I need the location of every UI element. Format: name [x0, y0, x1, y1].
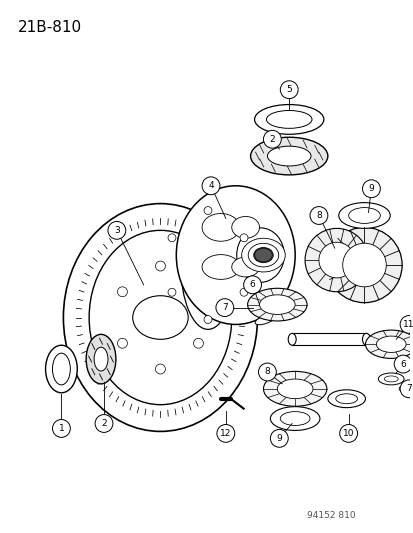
Ellipse shape [263, 372, 326, 406]
Circle shape [95, 415, 113, 432]
Ellipse shape [253, 247, 273, 263]
Ellipse shape [231, 257, 259, 277]
Circle shape [270, 430, 287, 447]
Ellipse shape [377, 373, 403, 385]
Circle shape [216, 424, 234, 442]
Circle shape [117, 287, 127, 297]
Ellipse shape [277, 379, 312, 399]
Ellipse shape [280, 411, 309, 425]
Circle shape [393, 355, 411, 373]
Text: 94152 810: 94152 810 [306, 511, 355, 520]
Ellipse shape [375, 336, 405, 352]
Ellipse shape [287, 333, 295, 345]
Text: 7: 7 [405, 384, 411, 393]
Ellipse shape [176, 186, 294, 325]
Circle shape [280, 81, 297, 99]
Circle shape [108, 221, 126, 239]
Circle shape [240, 288, 247, 296]
Circle shape [326, 228, 401, 303]
Ellipse shape [89, 230, 231, 405]
Ellipse shape [254, 104, 323, 134]
Circle shape [304, 228, 368, 292]
Text: 6: 6 [249, 280, 255, 289]
Circle shape [243, 276, 261, 294]
Ellipse shape [402, 387, 412, 391]
Text: 4: 4 [208, 181, 213, 190]
Ellipse shape [202, 214, 239, 241]
Text: 9: 9 [276, 434, 282, 443]
Circle shape [258, 363, 275, 381]
Text: 8: 8 [315, 211, 321, 220]
Circle shape [240, 234, 247, 242]
Circle shape [202, 177, 219, 195]
Ellipse shape [241, 238, 285, 272]
Circle shape [318, 242, 354, 278]
Circle shape [399, 380, 413, 398]
Text: 3: 3 [114, 226, 119, 235]
Ellipse shape [180, 200, 235, 329]
Circle shape [204, 207, 211, 214]
Ellipse shape [335, 394, 357, 403]
Ellipse shape [250, 137, 327, 175]
Text: 11: 11 [402, 320, 413, 329]
Circle shape [309, 207, 327, 224]
Text: 21B-810: 21B-810 [18, 20, 82, 35]
Ellipse shape [236, 228, 284, 282]
Ellipse shape [254, 248, 272, 262]
Circle shape [399, 316, 413, 333]
Ellipse shape [398, 385, 413, 393]
Ellipse shape [86, 334, 116, 384]
Ellipse shape [45, 345, 77, 393]
Ellipse shape [267, 146, 310, 166]
Ellipse shape [254, 314, 275, 325]
Circle shape [342, 243, 385, 287]
Ellipse shape [327, 390, 365, 408]
Text: 2: 2 [101, 419, 107, 428]
Text: 10: 10 [342, 429, 354, 438]
Ellipse shape [202, 255, 239, 279]
Text: 9: 9 [368, 184, 373, 193]
Circle shape [193, 338, 203, 348]
Ellipse shape [63, 204, 257, 431]
Circle shape [362, 180, 380, 198]
Text: 12: 12 [220, 429, 231, 438]
Ellipse shape [348, 207, 380, 223]
Ellipse shape [52, 353, 70, 385]
Text: 2: 2 [269, 135, 275, 144]
Circle shape [168, 234, 176, 242]
Circle shape [117, 338, 127, 348]
Circle shape [339, 424, 357, 442]
Ellipse shape [266, 110, 311, 128]
Text: 5: 5 [286, 85, 292, 94]
Ellipse shape [231, 216, 259, 238]
Ellipse shape [247, 288, 306, 321]
Ellipse shape [338, 203, 389, 228]
Ellipse shape [248, 244, 278, 267]
Text: 7: 7 [221, 303, 227, 312]
Circle shape [204, 316, 211, 324]
Circle shape [155, 364, 165, 374]
Ellipse shape [270, 407, 319, 431]
Ellipse shape [133, 296, 188, 340]
Text: 1: 1 [58, 424, 64, 433]
Text: 6: 6 [399, 360, 405, 368]
Circle shape [168, 288, 176, 296]
Circle shape [216, 298, 233, 317]
Ellipse shape [259, 295, 294, 314]
Ellipse shape [365, 330, 413, 358]
Ellipse shape [362, 333, 370, 345]
Circle shape [52, 419, 70, 438]
Ellipse shape [94, 347, 108, 371]
Text: 8: 8 [264, 367, 270, 376]
Circle shape [193, 287, 203, 297]
Ellipse shape [383, 376, 397, 382]
Circle shape [155, 261, 165, 271]
Circle shape [263, 130, 280, 148]
